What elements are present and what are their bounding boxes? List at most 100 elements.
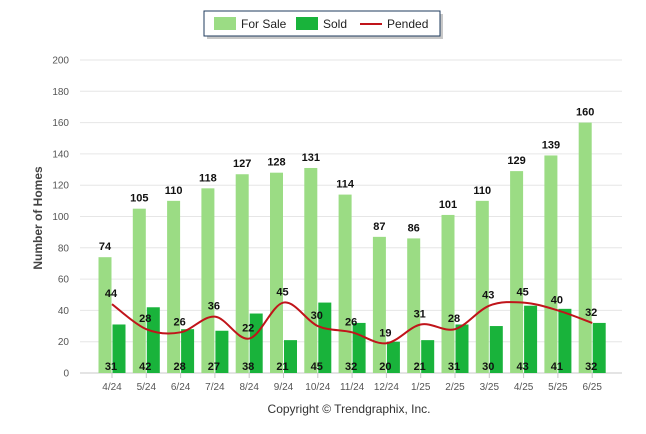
bar-for-sale [372,236,386,373]
data-label-for-sale: 110 [165,185,183,197]
x-tick-label: 4/25 [514,382,534,393]
data-label-pended: 43 [482,290,494,302]
legend-swatch-for-sale [214,17,236,30]
x-tick-label: 5/25 [548,382,568,393]
data-label-for-sale: 101 [439,199,457,211]
legend-label-sold: Sold [323,17,347,31]
data-label-sold: 45 [311,361,323,373]
y-tick-labels: 0 20 40 60 80 100 120 140 160 180 200 [52,56,69,380]
data-label-sold: 21 [276,361,288,373]
x-tick-label: 6/25 [582,382,602,393]
x-tick-label: 10/24 [305,382,330,393]
data-label-sold: 31 [448,361,460,373]
bar-for-sale [132,208,146,373]
data-label-pended: 36 [208,301,220,313]
bar-sold [284,340,297,373]
y-tick-label: 140 [52,149,69,160]
bar-sold [215,330,229,373]
bar-for-sale [304,167,318,373]
data-label-pended: 26 [345,316,357,328]
x-tick-label: 12/24 [374,382,399,393]
y-tick-label: 100 [52,212,69,223]
bar-sold [421,340,435,373]
data-label-for-sale: 114 [336,179,355,191]
data-label-pended: 26 [173,316,185,328]
data-label-for-sale: 105 [130,193,148,205]
data-label-for-sale: 74 [99,241,112,253]
legend-swatch-sold [296,17,318,30]
legend-box [203,10,441,37]
data-label-for-sale: 128 [267,157,285,169]
legend-label-pended: Pended [387,17,428,31]
data-label-pended: 30 [311,310,323,322]
data-label-sold: 43 [516,361,528,373]
data-label-for-sale: 110 [473,185,491,197]
data-label-pended: 45 [516,287,528,299]
x-tick-labels: 4/24 5/24 6/24 7/24 8/24 9/24 10/24 11/24 12/24 1… [102,373,602,393]
data-label-pended: 22 [242,323,254,335]
y-tick-label: 40 [58,306,70,317]
bar-for-sale [407,238,421,373]
bar-sold [318,302,332,373]
data-label-for-sale: 160 [576,107,594,119]
data-label-sold: 41 [551,361,563,373]
bar-for-sale [441,214,455,373]
legend-label-for-sale: For Sale [241,17,287,31]
data-label-for-sale: 139 [542,139,560,151]
data-label-for-sale: 129 [507,155,525,167]
data-label-for-sale: 87 [373,221,385,233]
bar-for-sale [98,257,112,373]
copyright: Copyright © Trendgraphix, Inc. [268,402,431,416]
x-tick-label: 4/24 [102,382,122,393]
data-label-pended: 31 [414,308,426,320]
x-tick-label: 6/24 [171,382,191,393]
bar-sold [146,307,160,373]
y-tick-label: 200 [52,56,69,67]
y-tick-label: 120 [52,181,69,192]
data-label-pended: 40 [551,294,563,306]
bar-sold [386,341,400,373]
data-label-sold: 21 [414,361,426,373]
x-tick-label: 1/25 [411,382,431,393]
x-tick-label: 5/24 [137,382,157,393]
data-label-pended: 28 [448,313,460,325]
bar-sold [249,313,263,373]
data-label-pended: 44 [105,288,118,300]
x-tick-label: 2/25 [445,382,465,393]
bar-for-sale [201,188,215,373]
data-label-pended: 19 [379,327,391,339]
bar-sold [112,324,126,373]
y-tick-label: 180 [52,87,69,98]
pended-line-path [111,301,593,345]
data-label-sold: 30 [482,361,494,373]
y-tick-label: 0 [63,369,69,380]
data-label-sold: 42 [139,361,151,373]
bar-for-sale [235,174,249,373]
legend: For Sale Sold Pended [203,10,443,39]
data-label-sold: 32 [345,361,357,373]
data-label-for-sale: 127 [233,158,251,170]
data-label-sold: 31 [105,361,117,373]
data-label-for-sale: 118 [199,172,217,184]
x-tick-label: 7/24 [205,382,225,393]
bar-sold [455,324,469,373]
data-label-sold: 28 [173,361,185,373]
x-tick-label: 11/24 [340,382,365,393]
data-label-sold: 27 [208,361,220,373]
bar-for-sale [544,155,558,373]
data-label-pended: 45 [276,287,288,299]
bar-for-sale [578,122,592,373]
pended-line [111,301,593,345]
y-tick-label: 80 [58,243,70,254]
x-tick-label: 3/25 [480,382,500,393]
data-label-pended: 28 [139,313,151,325]
data-labels: 74 31 105 42 110 28 118 27 127 38 128 21 131 45 114 32 8… [99,107,597,373]
bar-sold [181,329,195,373]
bar-sold [524,305,538,373]
x-tick-label: 8/24 [239,382,259,393]
y-axis-label: Number of Homes [31,166,45,270]
data-label-sold: 38 [242,361,254,373]
y-tick-label: 20 [58,337,70,348]
bar-for-sale [270,172,283,373]
data-label-sold: 20 [379,361,391,373]
